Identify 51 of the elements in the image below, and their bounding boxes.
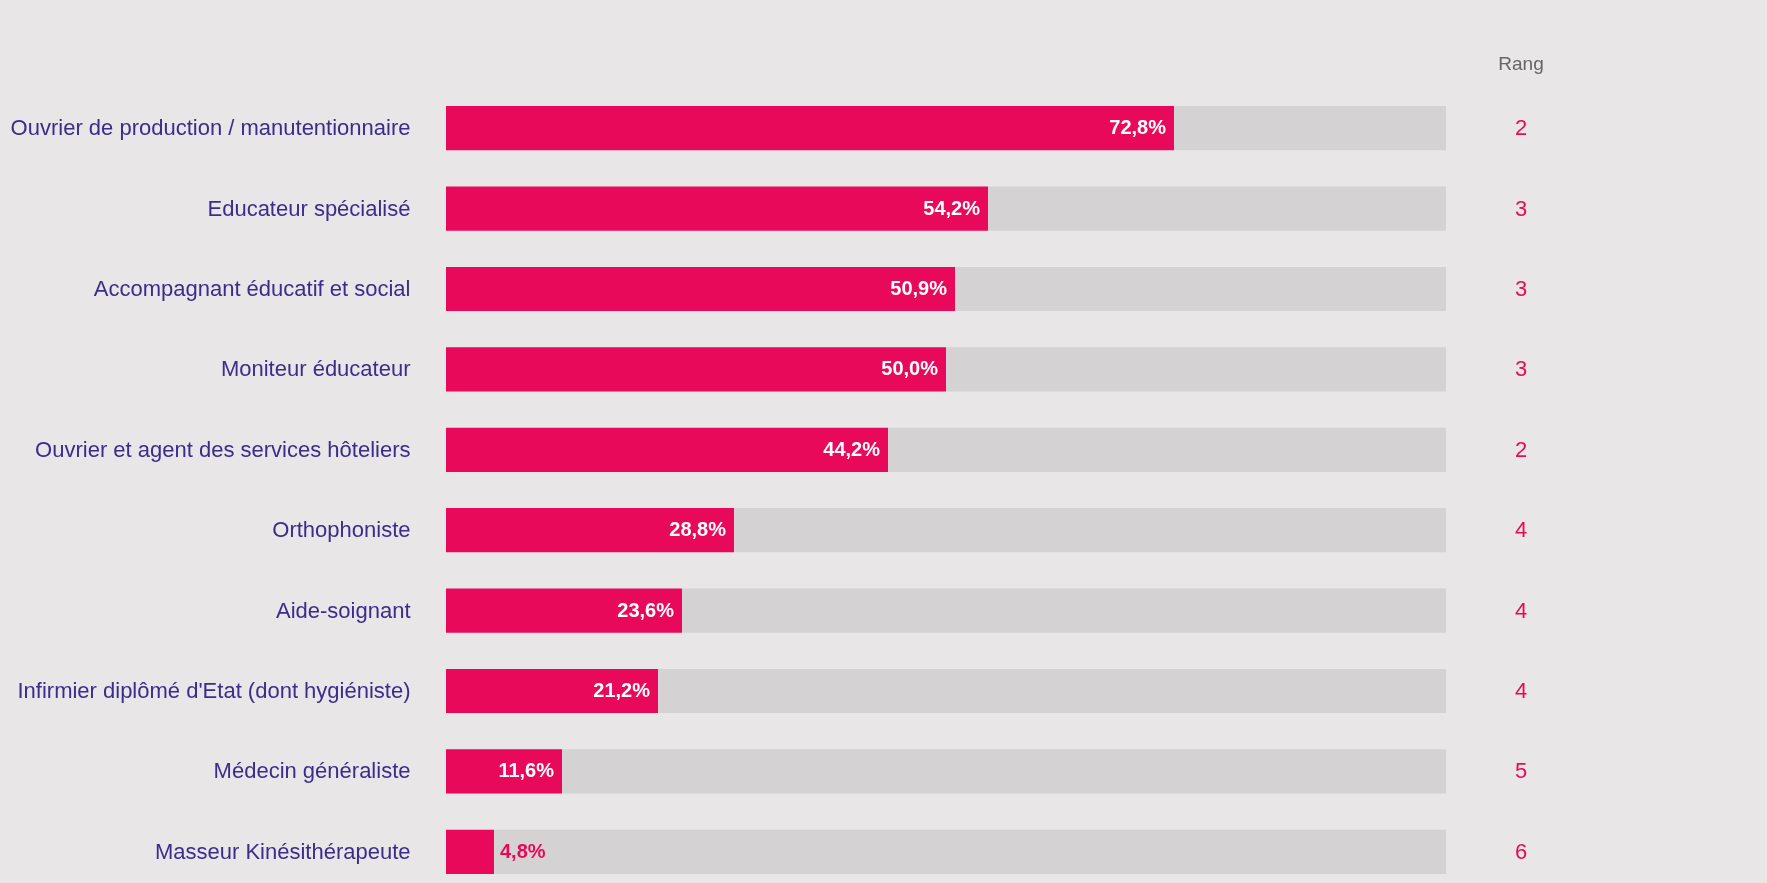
bar [946,347,1446,392]
bar [446,266,955,312]
bar [658,668,1446,714]
bar [446,106,1174,151]
bar [988,186,1446,231]
data-label: 50,9% [890,276,948,299]
bar [562,749,1446,794]
text: 2 [1514,115,1528,141]
bar [955,266,1446,312]
bar [888,427,1446,472]
data-label: 28,8% [669,518,727,541]
y-tick-label: Aide-soignant [275,597,411,623]
y-tick-label: Masseur Kinésithérapeute [154,838,411,864]
y-tick-label: Ouvrier de production / manutentionnaire [10,115,411,141]
data-label: 54,2% [923,196,981,219]
text: 3 [1514,356,1528,382]
bar [682,588,1446,633]
bar [446,427,888,472]
bar [446,749,562,794]
text: Rang [1498,53,1544,74]
y-tick-label: Educateur spécialisé [207,195,411,221]
bar [446,508,734,553]
bar [446,186,988,231]
bar [494,829,1446,874]
text: 4 [1514,517,1528,543]
text: 3 [1514,275,1528,301]
data-label: 72,8% [1109,116,1167,139]
bar [1174,106,1446,151]
text: 4 [1514,597,1528,623]
data-label: 4,8% [500,839,546,862]
y-tick-label: Ouvrier et agent des services hôteliers [35,436,411,462]
text: 2 [1514,436,1528,462]
bar [446,829,494,874]
y-tick-label: Infirmier diplômé d'Etat (dont hygiéniste) [17,678,411,704]
bar [446,347,946,392]
y-tick-label: Accompagnant éducatif et social [93,275,411,301]
text: 5 [1514,758,1528,784]
text: 4 [1514,678,1528,704]
y-tick-label: Médecin généraliste [213,758,411,784]
data-label: 11,6% [498,759,555,782]
text: 3 [1514,195,1528,221]
text: 6 [1514,838,1528,864]
y-tick-label: Moniteur éducateur [220,356,411,382]
bar [446,668,658,714]
data-label: 23,6% [617,598,675,621]
data-label: 44,2% [823,437,881,460]
bar [446,588,682,633]
data-label: 50,0% [881,357,939,380]
data-label: 21,2% [593,679,651,702]
y-tick-label: Orthophoniste [272,517,411,543]
bar [734,508,1446,553]
